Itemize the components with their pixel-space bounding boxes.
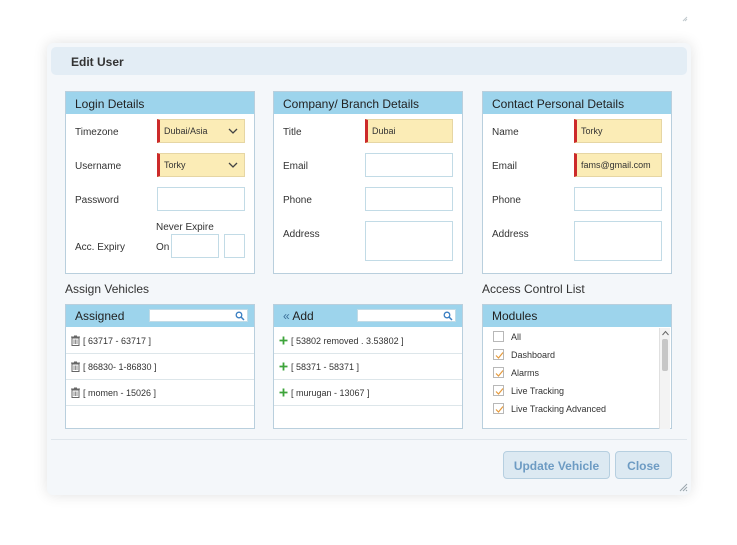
chevron-down-icon: [228, 162, 238, 168]
company-title-label: Title: [283, 127, 302, 138]
contact-name-value: Torky: [581, 126, 603, 136]
checkmark-icon: [495, 370, 504, 377]
module-checkbox-live-tracking-advanced[interactable]: [493, 403, 504, 414]
list-item: [ 63717 - 63717 ]: [66, 328, 254, 354]
assigned-search-input[interactable]: [149, 309, 248, 322]
modules-scrollbar[interactable]: [659, 328, 670, 429]
acc-expiry-label: Acc. Expiry: [75, 242, 126, 253]
assigned-vehicles-panel: Assigned [ 63717 - 63717 ] [ 86830- 1-86…: [65, 304, 255, 429]
add-header-label: Add: [292, 309, 314, 323]
username-value: Torky: [164, 160, 186, 170]
module-label: Dashboard: [511, 350, 556, 360]
never-expire-checkbox[interactable]: [224, 234, 245, 258]
resize-grip-icon: [682, 16, 688, 22]
update-vehicle-button[interactable]: Update Vehicle: [503, 451, 610, 479]
module-label: All: [511, 332, 522, 342]
edit-user-dialog: Edit User Login Details Timezone Dubai/A…: [47, 43, 691, 495]
dialog-title: Edit User: [71, 55, 124, 69]
password-input[interactable]: [157, 187, 245, 211]
company-phone-label: Phone: [283, 195, 312, 206]
company-phone-input[interactable]: [365, 187, 453, 211]
module-label: Alarms: [511, 368, 540, 378]
contact-email-value: fams@gmail.com: [581, 160, 651, 170]
module-checkbox-all[interactable]: [493, 331, 504, 342]
add-vehicles-panel: « Add [ 53802 removed . 3.53802 ] [ 5837…: [273, 304, 463, 429]
company-email-label: Email: [283, 161, 309, 172]
contact-name-input[interactable]: Torky: [574, 119, 662, 143]
expiry-date-input[interactable]: [171, 234, 219, 258]
checkmark-icon: [495, 352, 504, 359]
contact-email-label: Email: [492, 161, 518, 172]
modules-panel: Modules All Dashboard Alarms Live Tracki…: [482, 304, 672, 429]
contact-address-label: Address: [492, 229, 529, 240]
plus-icon[interactable]: [279, 387, 288, 398]
plus-icon[interactable]: [279, 335, 288, 346]
company-title-value: Dubai: [372, 126, 396, 136]
add-vehicle-label: [ murugan - 13067 ]: [291, 388, 370, 398]
contact-name-label: Name: [492, 127, 519, 138]
chevron-down-icon: [228, 128, 238, 134]
search-icon: [443, 311, 453, 321]
checkmark-icon: [495, 388, 504, 395]
contact-details-header: Contact Personal Details: [483, 92, 671, 114]
contact-details-panel: Contact Personal Details Name Torky Emai…: [482, 91, 672, 274]
company-address-input[interactable]: [365, 221, 453, 261]
on-label: On: [156, 242, 170, 253]
double-chevron-left-icon[interactable]: «: [283, 309, 290, 323]
list-item: [ 53802 removed . 3.53802 ]: [274, 328, 462, 354]
trash-icon[interactable]: [71, 361, 80, 372]
add-vehicle-label: [ 53802 removed . 3.53802 ]: [291, 336, 404, 346]
never-expire-label: Never Expire: [156, 222, 214, 233]
assigned-vehicle-label: [ 86830- 1-86830 ]: [83, 362, 157, 372]
module-checkbox-alarms[interactable]: [493, 367, 504, 378]
username-select[interactable]: Torky: [157, 153, 245, 177]
plus-icon[interactable]: [279, 361, 288, 372]
login-details-panel: Login Details Timezone Dubai/Asia Userna…: [65, 91, 255, 274]
resize-grip-icon[interactable]: [678, 482, 688, 492]
list-item: [ momen - 15026 ]: [66, 380, 254, 406]
assign-vehicles-title: Assign Vehicles: [65, 282, 150, 296]
company-details-panel: Company/ Branch Details Title Dubai Emai…: [273, 91, 463, 274]
scrollbar-thumb[interactable]: [662, 339, 668, 371]
timezone-label: Timezone: [75, 127, 119, 138]
timezone-value: Dubai/Asia: [164, 126, 208, 136]
company-title-input[interactable]: Dubai: [365, 119, 453, 143]
login-details-header: Login Details: [66, 92, 254, 114]
company-address-label: Address: [283, 229, 320, 240]
username-label: Username: [75, 161, 122, 172]
scroll-up-icon[interactable]: [662, 330, 669, 336]
modules-header: Modules: [483, 305, 671, 327]
assigned-vehicle-label: [ momen - 15026 ]: [83, 388, 157, 398]
company-email-input[interactable]: [365, 153, 453, 177]
access-control-title: Access Control List: [482, 282, 585, 296]
assigned-vehicle-label: [ 63717 - 63717 ]: [83, 336, 152, 346]
module-checkbox-live-tracking[interactable]: [493, 385, 504, 396]
trash-icon[interactable]: [71, 335, 80, 346]
add-search-input[interactable]: [357, 309, 456, 322]
trash-icon[interactable]: [71, 387, 80, 398]
timezone-select[interactable]: Dubai/Asia: [157, 119, 245, 143]
module-label: Live Tracking: [511, 386, 565, 396]
contact-email-input[interactable]: fams@gmail.com: [574, 153, 662, 177]
close-button[interactable]: Close: [615, 451, 672, 479]
password-label: Password: [75, 195, 119, 206]
module-checkbox-dashboard[interactable]: [493, 349, 504, 360]
contact-phone-input[interactable]: [574, 187, 662, 211]
footer-divider: [51, 439, 687, 440]
checkmark-icon: [495, 406, 504, 413]
search-icon: [235, 311, 245, 321]
list-item: [ 86830- 1-86830 ]: [66, 354, 254, 380]
module-label: Live Tracking Advanced: [511, 404, 607, 414]
contact-address-input[interactable]: [574, 221, 662, 261]
add-vehicle-label: [ 58371 - 58371 ]: [291, 362, 360, 372]
company-details-header: Company/ Branch Details: [274, 92, 462, 114]
list-item: [ murugan - 13067 ]: [274, 380, 462, 406]
dialog-header: Edit User: [51, 47, 687, 75]
list-item: [ 58371 - 58371 ]: [274, 354, 462, 380]
contact-phone-label: Phone: [492, 195, 521, 206]
assigned-header-label: Assigned: [75, 309, 125, 323]
